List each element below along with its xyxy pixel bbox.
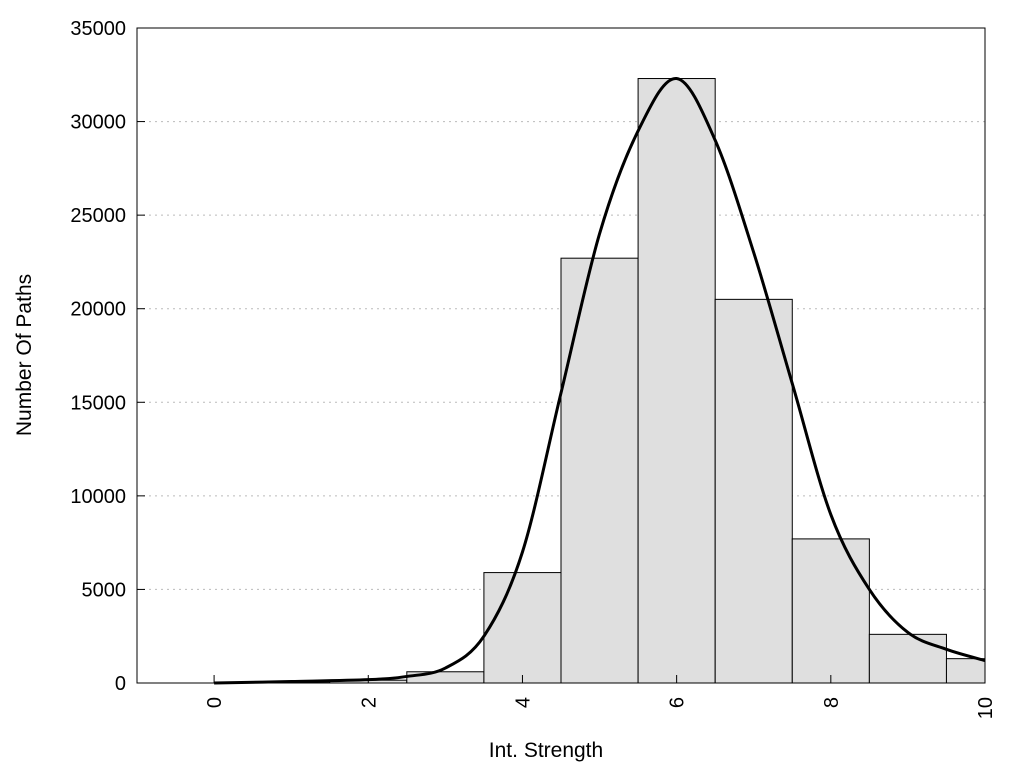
y-tick-label: 10000: [70, 486, 126, 508]
histogram-bar: [483, 572, 562, 684]
y-tick-label: 30000: [70, 112, 126, 134]
x-tick-label: 0: [204, 697, 226, 708]
x-tick-label: 10: [975, 697, 997, 719]
histogram-bar: [560, 257, 639, 684]
x-tick-label: 2: [358, 697, 380, 708]
histogram-bars: [252, 78, 986, 684]
histogram-bar: [637, 78, 716, 684]
plot-frame: [136, 27, 986, 684]
x-tick-label: 8: [821, 697, 843, 708]
x-tick-label: 6: [667, 697, 689, 708]
histogram-bar: [868, 633, 947, 684]
y-tick-label: 0: [115, 673, 126, 695]
y-tick-label: 25000: [70, 205, 126, 227]
y-tick-label: 5000: [82, 579, 127, 601]
x-tick-label: 4: [512, 697, 534, 708]
y-tick-label: 35000: [70, 18, 126, 40]
histogram-bar: [714, 298, 793, 684]
density-curve: [214, 77, 986, 685]
histogram-bar: [945, 658, 986, 684]
y-tick-label: 20000: [70, 299, 126, 321]
y-tick-label: 15000: [70, 392, 126, 414]
y-axis-ticks: 0 5000 10000 15000 20000 25000 30000 35000: [70, 18, 145, 695]
x-axis-ticks: 0 2 4 6 8 10: [204, 675, 997, 719]
x-axis-label: Int. Strength: [489, 739, 603, 762]
histogram-bar: [791, 538, 870, 684]
histogram-bar: [406, 671, 485, 684]
y-axis-label: Number Of Paths: [13, 274, 36, 436]
